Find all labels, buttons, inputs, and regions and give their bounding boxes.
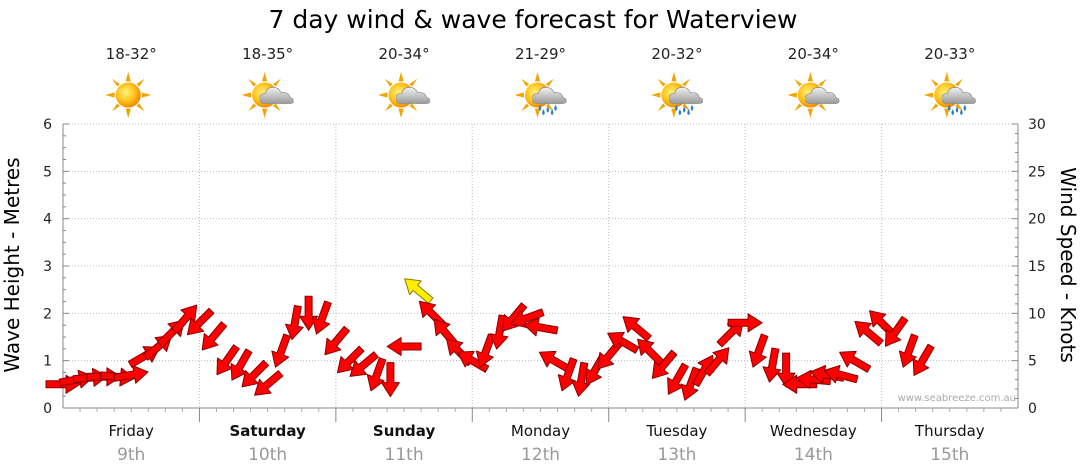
y-right-tick-label: 30: [1028, 117, 1046, 133]
wind-arrow: [884, 315, 909, 347]
y-left-tick-label: 0: [43, 401, 52, 417]
day-name: Tuesday: [645, 422, 707, 440]
day-date: 15th: [930, 445, 969, 465]
partly-cloudy-icon: [787, 72, 840, 118]
wind-arrow: [349, 351, 379, 377]
day-name: Thursday: [914, 422, 985, 440]
wind-arrow: [186, 307, 215, 336]
showers-icon: [923, 72, 976, 118]
wind-arrow: [762, 347, 782, 383]
wind-arrow: [727, 313, 763, 333]
day-temperature: 20-33°: [924, 45, 975, 63]
wind-arrow: [201, 321, 228, 351]
y-left-tick-label: 5: [43, 164, 52, 180]
y-right-tick-label: 0: [1028, 401, 1037, 417]
y-left-tick-label: 3: [43, 259, 52, 275]
axes: [62, 123, 1019, 422]
wind-arrow: [386, 337, 422, 356]
y-right-axis-label: Wind Speed - Knots: [1056, 167, 1080, 363]
day-date: 11th: [385, 445, 424, 465]
y-left-tick-label: 6: [43, 117, 52, 133]
wind-arrow: [912, 343, 935, 376]
wind-arrow: [241, 359, 269, 388]
y-right-tick-label: 5: [1028, 354, 1037, 370]
y-right-tick-label: 10: [1028, 306, 1046, 322]
y-left-tick-label: 1: [43, 354, 52, 370]
day-temperature: 21-29°: [515, 45, 566, 63]
day-date: 9th: [117, 445, 145, 465]
wind-arrow: [312, 300, 332, 335]
showers-icon: [650, 72, 703, 118]
wind-arrow: [404, 278, 434, 304]
wind-arrow: [523, 317, 559, 337]
wind-arrow: [680, 366, 701, 401]
day-name: Saturday: [229, 422, 306, 440]
wind-arrow: [324, 325, 351, 356]
partly-cloudy-icon: [378, 72, 431, 118]
day-date: 13th: [657, 445, 696, 465]
y-left-ticks: 0 1 2 3 4 5 6: [43, 117, 52, 417]
wind-arrow: [839, 350, 872, 373]
wind-arrow: [622, 316, 652, 342]
partly-cloudy-icon: [241, 72, 294, 118]
day-temperature: 18-32°: [106, 45, 157, 63]
day-temperature: 18-35°: [242, 45, 293, 63]
sunny-icon: [105, 72, 152, 118]
day-date: 14th: [794, 445, 833, 465]
day-name: Monday: [511, 422, 570, 440]
day-temperature: 20-34°: [788, 45, 839, 63]
day-name: Friday: [108, 422, 154, 440]
y-right-tick-label: 15: [1028, 259, 1046, 275]
day-name: Sunday: [373, 422, 436, 440]
day-temperature: 20-32°: [651, 45, 702, 63]
wind-arrow: [854, 320, 884, 347]
day-date: 10th: [248, 445, 287, 465]
wind-arrow: [776, 352, 796, 388]
wind-arrow: [782, 374, 818, 394]
wind-arrow: [703, 347, 730, 377]
wind-arrow: [823, 364, 859, 384]
y-left-tick-label: 4: [43, 212, 52, 228]
wind-arrow: [271, 333, 291, 368]
y-right-tick-label: 25: [1028, 164, 1046, 180]
wind-arrow: [748, 333, 769, 368]
grid-lines: [63, 123, 1018, 408]
wind-arrow: [607, 331, 640, 354]
chart-title: 7 day wind & wave forecast for Waterview: [268, 5, 797, 34]
day-name: Wednesday: [770, 422, 857, 440]
wind-arrow: [285, 304, 304, 341]
daily-temperatures: 18-32° 18-35° 20-34° 21-29° 20-32° 20-34° 20-3…: [106, 45, 976, 63]
wind-arrow: [380, 362, 400, 398]
day-labels: Friday 9th Saturday 10th Sunday 11th Monday 12t…: [108, 422, 984, 465]
wind-arrows: [45, 278, 935, 401]
credit-text: www.seabreeze.com.au: [898, 393, 1016, 404]
y-left-tick-label: 2: [43, 306, 52, 322]
y-left-axis-label: Wave Height - Metres: [0, 157, 24, 372]
wind-arrow: [651, 349, 678, 379]
y-right-ticks: 0 5 10 15 20 25 30: [1028, 117, 1046, 417]
showers-icon: [514, 72, 567, 118]
day-temperature: 20-34°: [379, 45, 430, 63]
weather-icons: [105, 72, 976, 118]
y-right-tick-label: 20: [1028, 212, 1046, 228]
day-date: 12th: [521, 445, 560, 465]
wind-arrow: [254, 370, 284, 396]
